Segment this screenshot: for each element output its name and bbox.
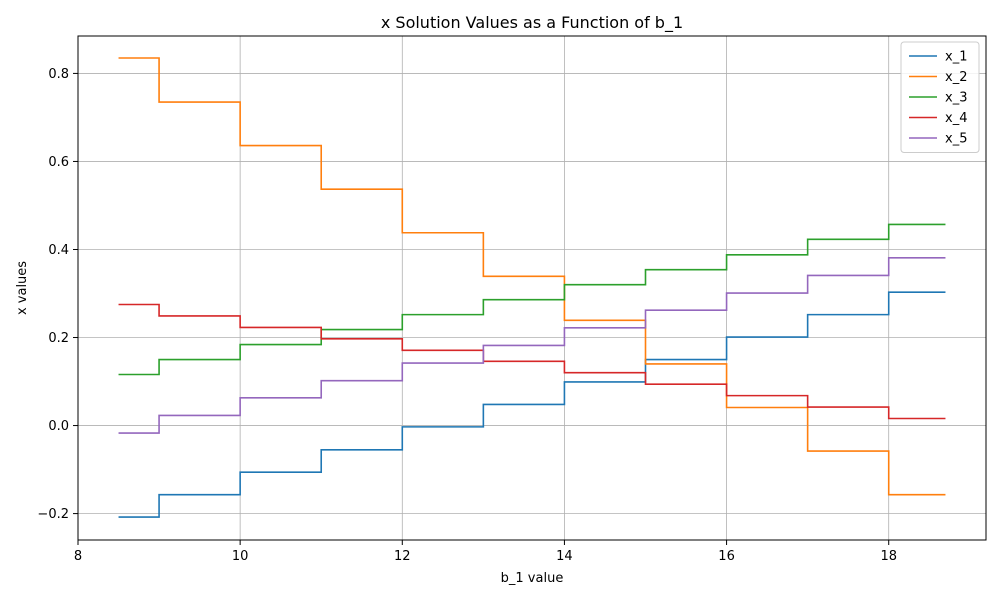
y-tick-label: 0.0	[48, 419, 69, 434]
y-tick-label: 0.6	[48, 155, 69, 170]
x-tick-label: 14	[556, 549, 573, 564]
y-tick-label: 0.2	[48, 331, 69, 346]
series-line-x_4	[118, 303, 946, 420]
legend-label-x_5: x_5	[945, 132, 967, 147]
x-tick-label: 12	[394, 549, 411, 564]
y-axis-label: x values	[15, 261, 30, 315]
y-tick-label: −0.2	[37, 507, 69, 522]
legend: x_1 x_2 x_3 x_4 x_5	[900, 41, 980, 153]
legend-label-x_1: x_1	[945, 50, 967, 65]
series-line-x_5	[118, 257, 946, 434]
legend-box	[900, 41, 980, 153]
x-tick-label: 18	[880, 549, 897, 564]
legend-label-x_2: x_2	[945, 70, 967, 85]
series-line-x_2	[118, 57, 946, 496]
plot-frame	[77, 35, 987, 541]
x-tick-label: 10	[232, 549, 249, 564]
x-axis-label: b_1 value	[501, 571, 564, 586]
x-tick-label: 8	[74, 549, 82, 564]
legend-label-x_3: x_3	[945, 91, 967, 106]
chart-title: x Solution Values as a Function of b_1	[381, 13, 683, 33]
y-tick-label: 0.4	[48, 243, 69, 258]
tick-layer: 8 10 12 14 16 18 −0.2 0.0 0.2 0.4 0.6 0.8	[37, 67, 897, 564]
grid-layer	[77, 36, 986, 540]
y-tick-label: 0.8	[48, 67, 69, 82]
series-layer	[118, 57, 946, 518]
series-line-x_1	[118, 291, 946, 518]
series-line-x_3	[118, 223, 946, 376]
x-tick-label: 16	[718, 549, 735, 564]
legend-label-x_4: x_4	[945, 111, 967, 126]
